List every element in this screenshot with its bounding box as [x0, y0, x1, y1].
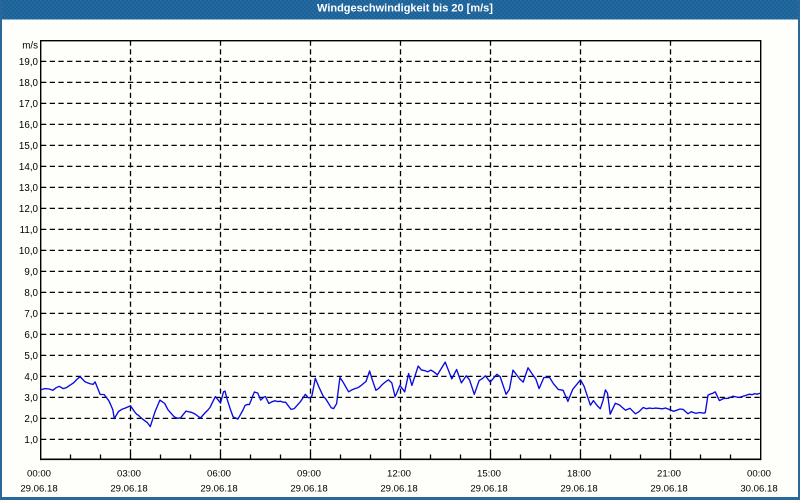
svg-text:2,0: 2,0: [24, 414, 38, 425]
svg-text:29.06.18: 29.06.18: [560, 484, 597, 495]
svg-text:29.06.18: 29.06.18: [200, 484, 237, 495]
svg-text:19,0: 19,0: [19, 57, 39, 68]
svg-text:16,0: 16,0: [19, 120, 39, 131]
svg-text:14,0: 14,0: [19, 162, 39, 173]
svg-text:29.06.18: 29.06.18: [380, 484, 417, 495]
svg-text:m/s: m/s: [22, 41, 38, 52]
svg-text:21:00: 21:00: [657, 469, 681, 480]
svg-text:03:00: 03:00: [117, 469, 141, 480]
svg-text:06:00: 06:00: [207, 469, 231, 480]
svg-text:18,0: 18,0: [19, 78, 39, 89]
svg-text:6,0: 6,0: [24, 330, 38, 341]
svg-text:4,0: 4,0: [24, 372, 38, 383]
svg-text:09:00: 09:00: [297, 469, 321, 480]
svg-text:00:00: 00:00: [27, 469, 51, 480]
svg-text:5,0: 5,0: [24, 351, 38, 362]
svg-text:3,0: 3,0: [24, 393, 38, 404]
svg-text:1,0: 1,0: [24, 435, 38, 446]
svg-text:9,0: 9,0: [24, 267, 38, 278]
svg-text:Windgeschwindigkeit bis 20 [m/: Windgeschwindigkeit bis 20 [m/s]: [317, 3, 493, 15]
svg-text:8,0: 8,0: [24, 288, 38, 299]
svg-text:10,0: 10,0: [19, 246, 39, 257]
svg-text:12,0: 12,0: [19, 204, 39, 215]
svg-text:15,0: 15,0: [19, 141, 39, 152]
svg-text:30.06.18: 30.06.18: [740, 484, 777, 495]
svg-text:15:00: 15:00: [477, 469, 501, 480]
svg-text:00:00: 00:00: [747, 469, 771, 480]
svg-text:29.06.18: 29.06.18: [110, 484, 147, 495]
svg-text:29.06.18: 29.06.18: [20, 484, 57, 495]
svg-text:11,0: 11,0: [20, 225, 39, 236]
svg-text:29.06.18: 29.06.18: [650, 484, 687, 495]
svg-text:29.06.18: 29.06.18: [470, 484, 507, 495]
svg-text:29.06.18: 29.06.18: [290, 484, 327, 495]
svg-text:18:00: 18:00: [567, 469, 591, 480]
svg-text:13,0: 13,0: [19, 183, 39, 194]
svg-text:17,0: 17,0: [19, 99, 39, 110]
svg-text:12:00: 12:00: [387, 469, 411, 480]
svg-text:7,0: 7,0: [24, 309, 38, 320]
